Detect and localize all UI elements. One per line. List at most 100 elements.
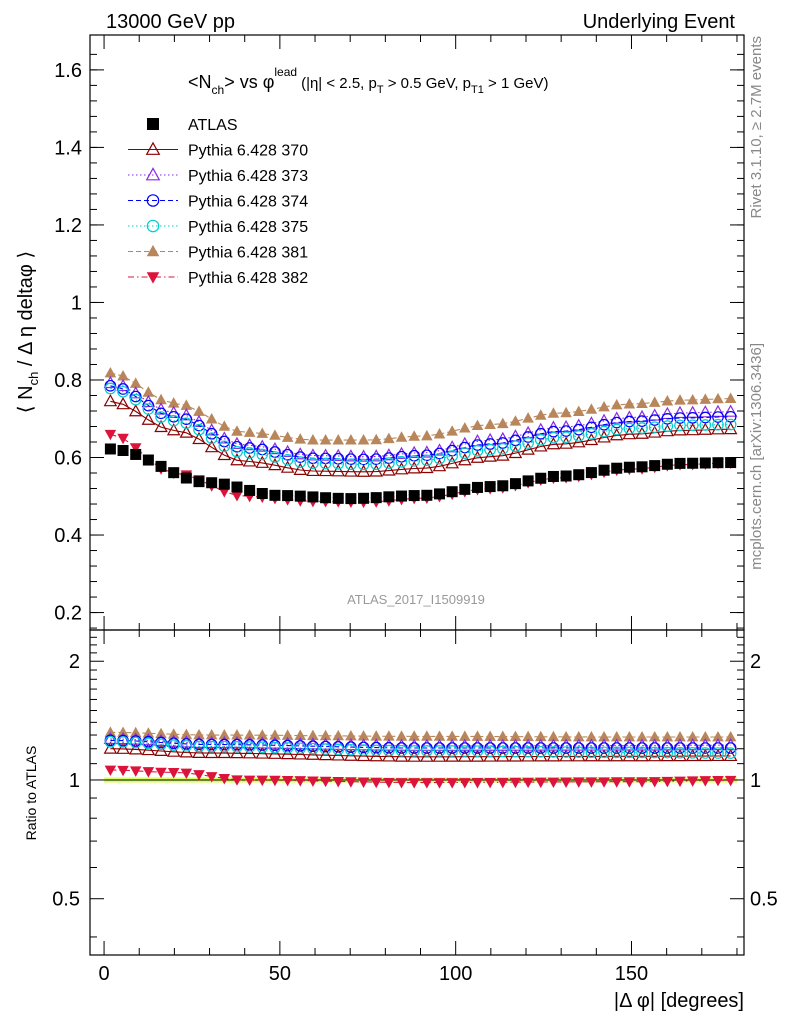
data-point	[661, 458, 673, 470]
data-point	[217, 447, 232, 461]
data-point	[674, 412, 686, 424]
data-point	[193, 419, 205, 432]
main-y-axis-label: ⟨ Nch / Δ η deltaφ ⟩	[15, 251, 41, 413]
ratio-point	[332, 776, 345, 788]
legend-marker	[146, 272, 160, 284]
ratio-point	[129, 736, 142, 749]
ratio-point	[547, 777, 560, 789]
data-point	[534, 427, 547, 440]
data-point	[673, 405, 687, 419]
ratio-point	[394, 738, 409, 751]
ratio-point	[724, 742, 737, 754]
data-point	[383, 432, 395, 444]
ratio-point	[546, 738, 561, 751]
ratio-point	[660, 738, 675, 751]
ratio-point	[712, 742, 724, 754]
data-point	[699, 419, 712, 431]
data-point	[446, 450, 458, 462]
legend: ATLAS Pythia 6.428 370 Pythia 6.428 373 Pyt…	[128, 117, 308, 287]
data-point	[268, 441, 282, 455]
ratio-point	[597, 738, 611, 751]
data-point	[408, 490, 420, 502]
data-point	[497, 417, 509, 429]
ratio-point	[446, 745, 458, 757]
ratio-point	[306, 747, 320, 760]
data-point	[535, 472, 547, 484]
ratio-point	[585, 730, 598, 742]
data-point	[205, 432, 218, 445]
ratio-point	[598, 730, 610, 742]
ratio-point	[610, 730, 623, 742]
ratio-point	[686, 730, 699, 742]
data-point	[547, 407, 560, 418]
data-point	[306, 448, 320, 461]
ratio-point	[204, 745, 219, 759]
plot-title: <Nch> vs φlead(|η| < 2.5, pT > 0.5 GeV, …	[188, 65, 548, 97]
ratio-point	[421, 745, 433, 757]
ratio-point	[433, 730, 446, 741]
data-point	[218, 420, 231, 431]
data-point	[699, 411, 712, 424]
ratio-point	[609, 738, 624, 751]
ratio-point	[509, 742, 522, 754]
ratio-point	[674, 730, 686, 742]
series-line	[110, 385, 731, 460]
data-point	[294, 456, 307, 468]
ratio-point	[357, 741, 370, 754]
ratio-point	[674, 746, 686, 759]
data-point	[434, 488, 446, 500]
series-pythia-6-428-375	[104, 382, 737, 471]
legend-marker	[145, 141, 161, 155]
data-point	[673, 423, 687, 436]
data-point	[179, 425, 194, 438]
data-point	[509, 478, 521, 490]
ratio-point	[497, 730, 509, 741]
ratio-point	[117, 736, 129, 748]
data-point	[130, 448, 142, 460]
data-point	[294, 451, 307, 463]
data-point	[585, 403, 598, 414]
ratio-point	[547, 746, 560, 758]
data-point	[356, 449, 371, 462]
watermark: ATLAS_2017_I1509919	[347, 592, 485, 607]
ratio-point	[103, 741, 118, 754]
ratio-point	[484, 777, 496, 789]
data-point	[129, 393, 142, 406]
data-point	[230, 453, 244, 466]
ratio-point	[622, 738, 637, 751]
data-point	[155, 460, 167, 472]
ratio-point	[370, 730, 382, 741]
ratio-point	[471, 742, 484, 754]
ratio-point	[674, 776, 686, 788]
ratio-point	[103, 731, 118, 745]
legend-marker	[146, 194, 160, 207]
ratio-point	[610, 777, 623, 788]
data-point	[117, 385, 129, 398]
x-tick-label: 150	[615, 963, 648, 985]
ratio-point	[256, 775, 269, 787]
data-point	[573, 469, 585, 481]
main-y-tick-label: 1.2	[54, 215, 82, 237]
ratio-point	[661, 746, 674, 759]
data-point	[155, 411, 167, 423]
ratio-point	[432, 738, 447, 751]
ratio-point	[483, 738, 497, 751]
data-point	[661, 420, 674, 432]
ratio-point	[572, 742, 585, 754]
data-point	[332, 492, 344, 504]
data-point	[193, 405, 205, 416]
series-pythia-6-428-373	[103, 375, 738, 462]
ratio-point	[231, 775, 243, 786]
ratio-point	[712, 747, 724, 759]
ratio-point	[205, 728, 218, 740]
data-point	[318, 448, 333, 461]
ratio-point	[648, 777, 661, 788]
side-text-rivet: Rivet 3.1.10, ≥ 2.7M events	[748, 36, 765, 219]
data-point	[484, 481, 496, 493]
ratio-point	[218, 774, 231, 785]
data-point	[395, 455, 408, 468]
ratio-point	[217, 745, 232, 759]
ratio-point	[534, 730, 547, 742]
ratio-point	[293, 747, 308, 760]
